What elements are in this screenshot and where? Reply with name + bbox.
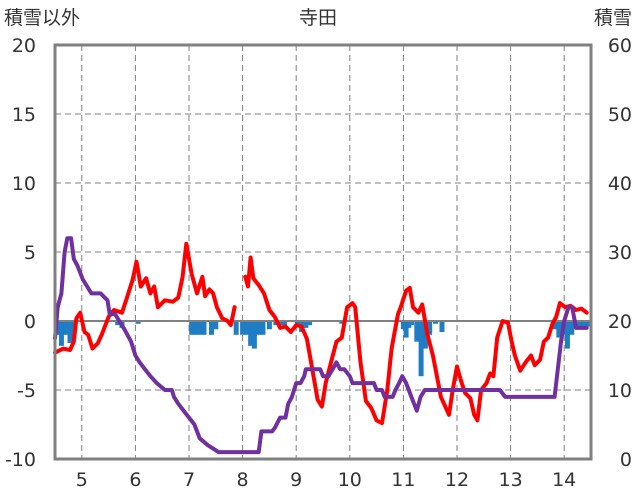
precipitation-bar-33 [408,321,414,326]
y-right-tick-label: 0 [620,449,632,471]
precipitation-bar-24 [281,321,287,326]
x-tick-label: 10 [338,469,362,491]
y-left-tick-label: 0 [24,311,36,333]
precipitation-bar-21 [266,321,272,330]
precipitation-bar-38 [433,321,439,324]
y-left-tick-label: 10 [12,173,36,195]
precipitation-bar-30 [400,321,406,330]
precipitation-bar-14 [233,321,239,335]
precipitation-bar-47 [582,321,588,327]
precipitation-bar-37 [427,321,433,335]
precipitation-bar-44 [569,321,575,335]
x-tick-labels: 5 6 7 8 9 10 11 12 13 14 [76,469,577,491]
y-left-tick-label: -5 [17,380,36,402]
x-tick-label: 13 [499,469,523,491]
precipitation-bar-32 [406,321,412,328]
x-tick-label: 14 [552,469,576,491]
temperature-line [53,241,589,426]
precipitation-bar-12 [209,321,215,335]
precipitation-bar-19 [256,321,262,335]
precipitation-bar-35 [418,321,424,377]
precipitation-bar-7 [135,321,141,324]
precipitation-bar-16 [244,321,250,335]
precipitation-bar-11 [201,321,207,335]
y-right-tick-labels: 60 50 40 30 20 10 0 [608,35,632,471]
precipitation-bar-1 [58,321,64,346]
precipitation-bar-18 [251,321,257,349]
chart-title: 寺田 [299,7,337,29]
y-right-tick-label: 50 [608,104,632,126]
x-tick-label: 5 [76,469,88,491]
data-lines [53,236,589,455]
precipitation-bar-20 [260,321,266,335]
plot-frame [53,43,593,461]
precipitation-bar-41 [556,321,562,338]
precipitation-bar-39 [439,321,445,333]
y-left-tick-label: 5 [24,242,36,264]
precipitation-bar-23 [277,321,283,326]
precipitation-bar-3 [67,321,73,344]
precipitation-bar-36 [422,321,428,349]
precipitation-bar-43 [564,321,570,349]
precipitation-bar-17 [248,321,254,346]
precipitation-bar-25 [294,321,300,326]
x-tick-label: 8 [237,469,249,491]
precipitation-bar-27 [303,321,309,328]
precipitation-bar-9 [192,321,198,335]
snow-depth-line [53,236,589,455]
y-left-tick-label: 15 [12,104,36,126]
y-right-tick-label: 20 [608,311,632,333]
precipitation-bar-5 [115,321,121,326]
y-right-tick-label: 40 [608,173,632,195]
precipitation-bar-46 [577,321,583,327]
precipitation-bar-29 [339,321,345,324]
precipitation-bar-34 [414,321,420,342]
y-left-tick-label: -10 [5,449,36,471]
y-right-tick-label: 30 [608,242,632,264]
x-tick-label: 11 [391,469,415,491]
precipitation-bar-2 [63,321,69,335]
x-tick-label: 7 [183,469,195,491]
precipitation-bar-48 [586,321,592,327]
left-axis-label: 積雪以外 [4,7,80,29]
right-axis-label: 積雪 [594,7,632,29]
precipitation-bar-8 [189,321,195,335]
precipitation-bar-28 [307,321,313,326]
y-right-tick-label: 10 [608,380,632,402]
y-left-tick-label: 20 [12,35,36,57]
precipitation-bar-31 [403,321,409,338]
x-tick-label: 12 [445,469,469,491]
y-left-tick-labels: 20 15 10 5 0 -5 -10 [5,35,36,471]
precipitation-bar-10 [197,321,203,335]
precipitation-bar-15 [240,321,246,335]
y-right-tick-label: 60 [608,35,632,57]
precipitation-bar-40 [552,321,558,330]
x-tick-label: 9 [290,469,302,491]
precipitation-bar-13 [213,321,219,330]
x-tick-label: 6 [129,469,141,491]
